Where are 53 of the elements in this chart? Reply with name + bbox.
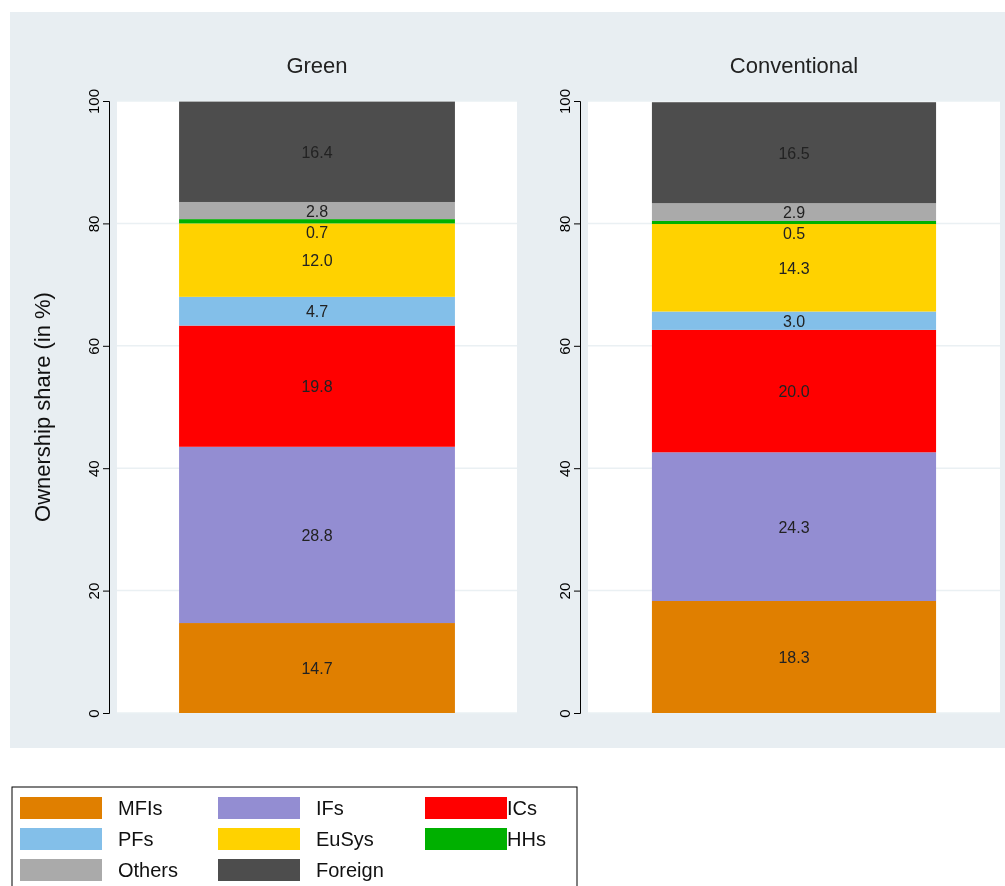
legend-label: Others xyxy=(118,859,179,881)
y-tick-label: 60 xyxy=(85,337,102,355)
data-label: 18.3 xyxy=(778,649,810,666)
y-tick-label: 40 xyxy=(556,460,573,478)
bar xyxy=(651,203,937,221)
data-label: 14.7 xyxy=(301,660,333,678)
bar xyxy=(179,223,455,297)
bar xyxy=(651,601,937,713)
bar xyxy=(651,102,937,204)
data-label: 24.3 xyxy=(778,518,810,536)
bar xyxy=(651,220,937,225)
y-tick-label: 20 xyxy=(556,582,573,600)
y-tick-label: 0 xyxy=(85,709,102,718)
y-axis-title: Ownership share (in %) xyxy=(30,292,55,522)
legend-label: HHs xyxy=(507,828,546,850)
legend-label: Foreign xyxy=(316,859,384,881)
bar xyxy=(179,101,455,202)
data-label: 0.7 xyxy=(305,224,329,242)
data-label: 20.0 xyxy=(778,383,810,401)
bar xyxy=(179,201,455,220)
data-label: 28.8 xyxy=(301,526,333,544)
y-tick-label: 80 xyxy=(85,215,102,233)
bar xyxy=(651,224,937,312)
data-label: 14.3 xyxy=(778,259,810,277)
bar xyxy=(179,623,455,713)
y-tick-label: 100 xyxy=(85,88,102,115)
data-label: 2.8 xyxy=(305,202,329,220)
y-tick-label: 60 xyxy=(556,337,573,355)
chart-title: Green xyxy=(286,53,348,78)
y-tick-label: 0 xyxy=(556,709,573,718)
bar xyxy=(651,452,937,601)
data-label: 12.0 xyxy=(301,252,333,270)
data-label: 4.7 xyxy=(305,303,329,321)
data-label: 19.8 xyxy=(301,378,333,396)
chart-title: Conventional xyxy=(729,53,859,78)
y-tick-label: 20 xyxy=(85,582,102,600)
bar xyxy=(651,311,937,330)
legend-label: PFs xyxy=(118,828,154,850)
data-label: 3.0 xyxy=(782,312,806,330)
bar xyxy=(179,446,455,624)
bar xyxy=(651,329,937,453)
legend-label: ICs xyxy=(507,797,537,819)
y-tick-label: 100 xyxy=(556,88,573,115)
legend-label: MFIs xyxy=(118,797,163,819)
legend-label: EuSys xyxy=(316,828,374,850)
bar xyxy=(179,325,455,447)
data-label: 0.5 xyxy=(782,225,806,243)
bar xyxy=(179,219,455,224)
data-label: 2.9 xyxy=(782,204,806,222)
bar xyxy=(179,296,455,326)
legend-label: IFs xyxy=(316,797,344,819)
y-tick-label: 40 xyxy=(85,460,102,478)
y-tick-label: 80 xyxy=(556,215,573,233)
